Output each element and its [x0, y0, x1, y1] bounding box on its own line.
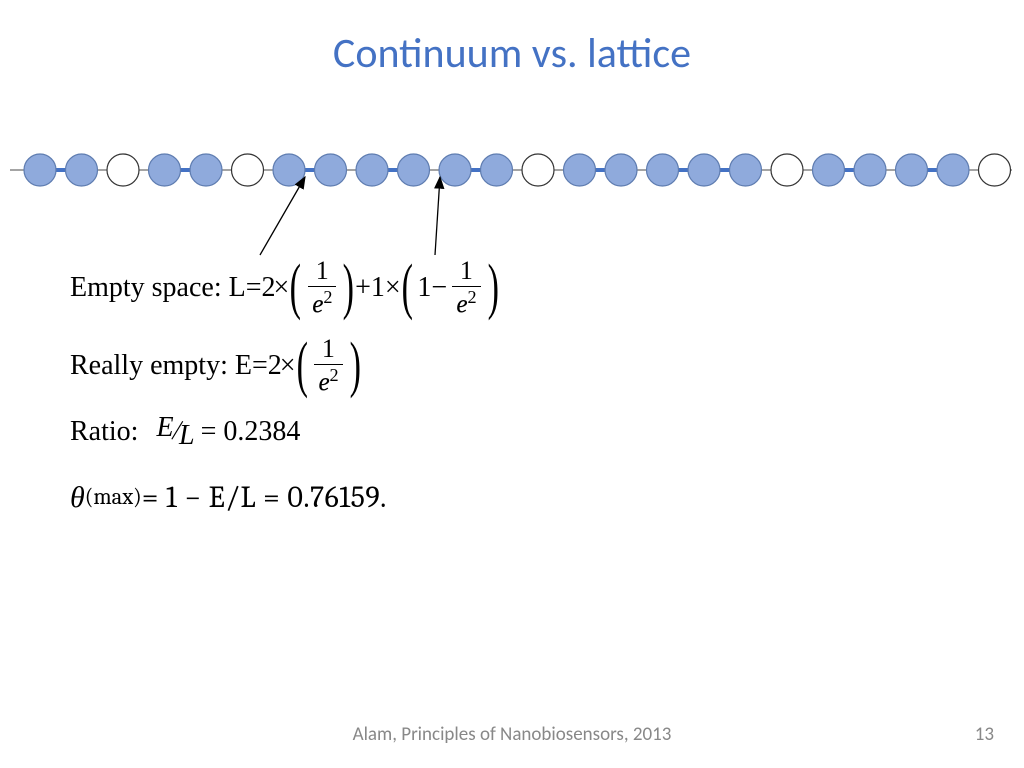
- formula1-label: Empty space: L=2: [70, 271, 276, 305]
- empty-space-formula: Empty space: L=2 × ( 1e2 ) +1× ( 1− 1e2 …: [70, 255, 503, 321]
- theta-rhs: = 1 − E/L = 0.76159.: [142, 480, 387, 516]
- theta-formula: θ(max) = 1 − E/L = 0.76159.: [70, 480, 503, 516]
- formula-block: Empty space: L=2 × ( 1e2 ) +1× ( 1− 1e2 …: [70, 255, 503, 528]
- theta-symbol: θ: [70, 480, 85, 516]
- formula2-label: Really empty: E=2: [70, 349, 282, 383]
- ratio-value: = 0.2384: [201, 415, 301, 449]
- ratio-formula: Ratio: E / L = 0.2384: [70, 411, 503, 452]
- slide-title: Continuum vs. lattice: [0, 0, 1024, 79]
- page-number: 13: [975, 723, 994, 746]
- theta-subscript: (max): [85, 484, 142, 511]
- ratio-label: Ratio:: [70, 415, 138, 449]
- footer-citation: Alam, Principles of Nanobiosensors, 2013: [0, 723, 1024, 746]
- really-empty-formula: Really empty: E=2 × ( 1e2 ): [70, 333, 503, 399]
